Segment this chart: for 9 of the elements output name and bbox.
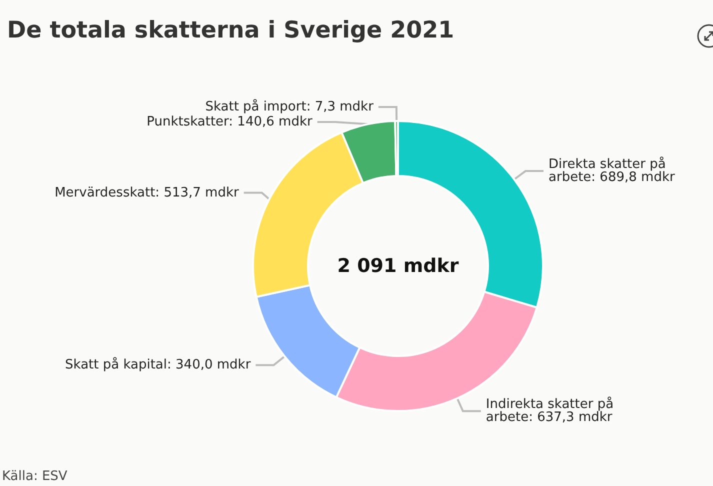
slice-label: Mervärdesskatt: 513,7 mdkr (54, 185, 240, 200)
slice-label: Indirekta skatter på arbete: 637,3 mdkr (486, 396, 614, 426)
slice-label: Punktskatter: 140,6 mdkr (146, 114, 313, 130)
slice-label: Skatt på kapital: 340,0 mdkr (65, 356, 252, 373)
slice-label: Skatt på import: 7,3 mdkr (205, 98, 374, 115)
text: Källa: ESV (2, 469, 68, 484)
chart-title: De totala skatterna i Sverige 2021 (7, 18, 454, 44)
slice-label: Direkta skatter på arbete: 689,8 mdkr (548, 156, 676, 186)
text: 2 091 mdkr (337, 255, 460, 277)
